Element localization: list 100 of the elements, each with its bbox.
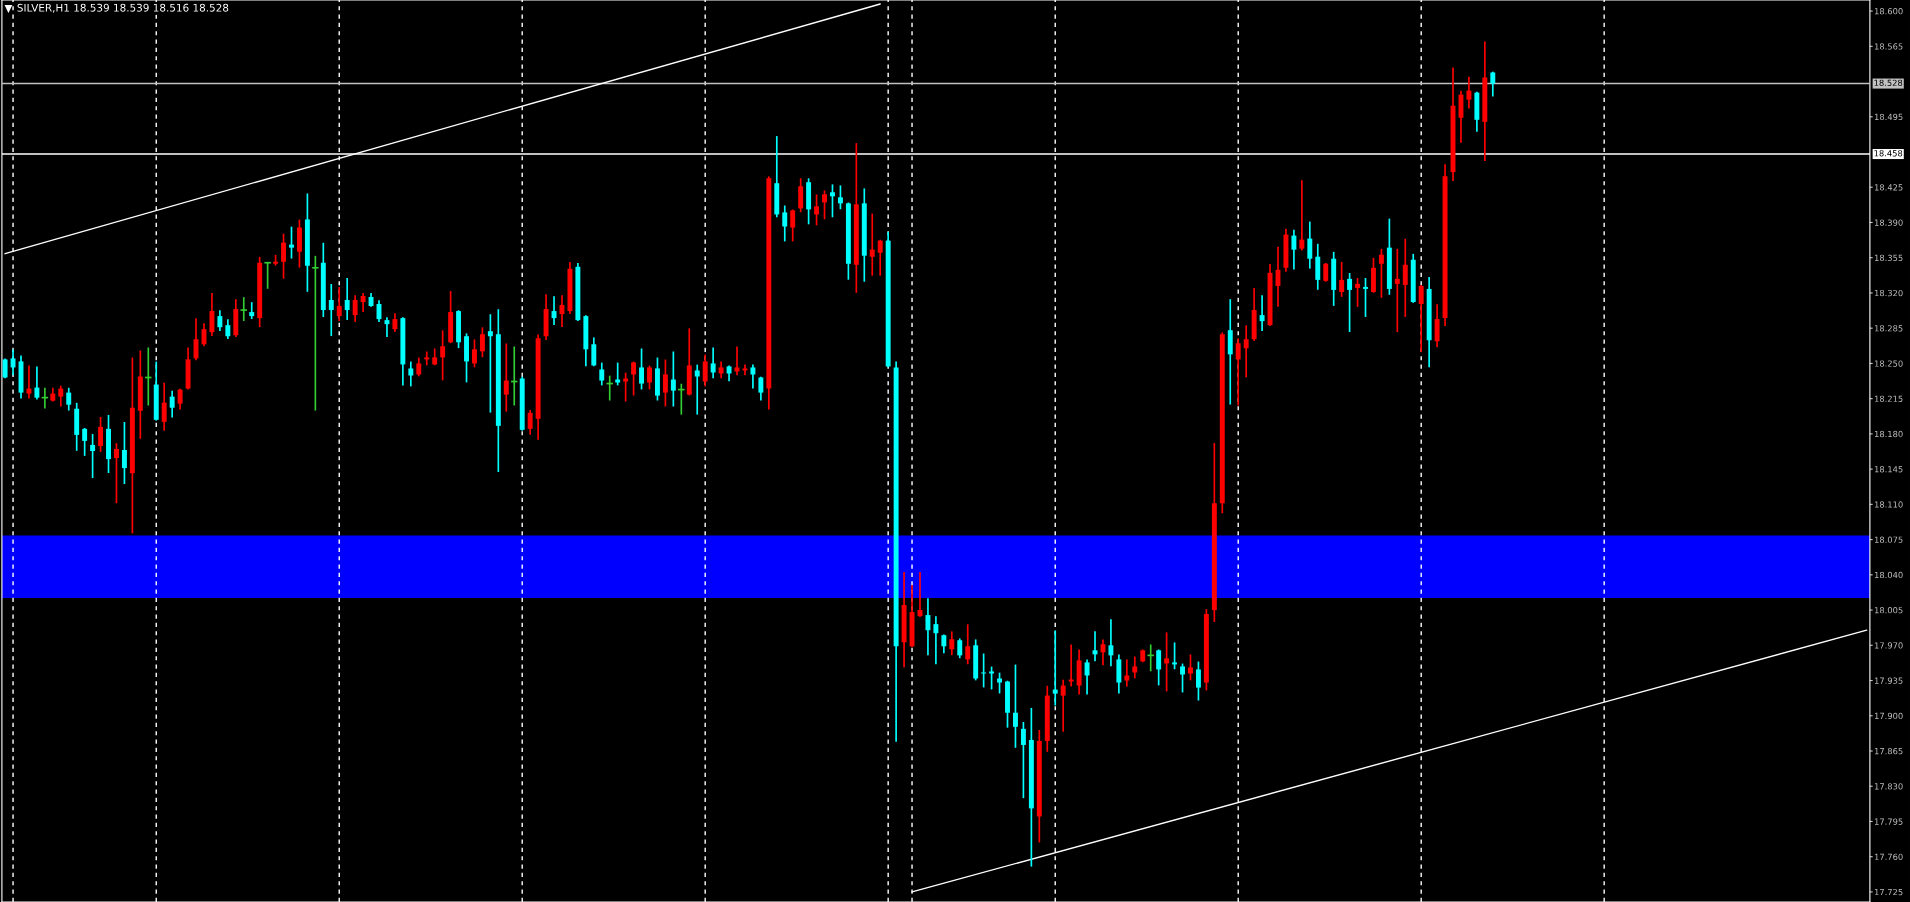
y-tick-label: 17.900 [1874, 712, 1903, 720]
candlestick [1307, 221, 1313, 269]
candlestick [169, 390, 175, 418]
y-tick-label: 18.110 [1874, 501, 1903, 508]
candlestick [527, 409, 533, 435]
candlestick [933, 616, 939, 665]
candlestick [424, 351, 430, 366]
candlestick [869, 213, 875, 276]
candlestick [58, 385, 64, 407]
candlestick [877, 239, 883, 276]
candlestick [1116, 654, 1122, 694]
candlestick [264, 261, 271, 289]
candlestick [121, 421, 127, 485]
candlestick [209, 293, 215, 337]
candlestick [1124, 659, 1130, 687]
candlestick [1012, 664, 1018, 748]
candlestick [114, 443, 119, 504]
chart-title: SILVER,H1 18.539 18.539 18.516 18.528 [17, 3, 229, 13]
y-tick-label: 18.180 [1874, 430, 1903, 438]
candlestick [26, 365, 32, 399]
candlestick [837, 185, 843, 210]
y-tick-label: 18.600 [1874, 8, 1903, 15]
candlestick [694, 364, 700, 415]
y-tick-label: 18.005 [1874, 607, 1903, 614]
candlestick [1315, 243, 1321, 290]
candlestick [1243, 325, 1249, 378]
candlestick [289, 226, 294, 259]
y-tick-label: 18.495 [1874, 113, 1903, 121]
y-tick-label: 18.390 [1874, 219, 1903, 226]
candlestick [1164, 632, 1170, 692]
candlestick [1235, 338, 1241, 406]
candlestick [1195, 661, 1201, 701]
y-tick-label: 18.040 [1874, 571, 1903, 579]
candlestick [360, 293, 366, 312]
candlestick [90, 434, 96, 479]
y-tick-label: 18.425 [1874, 184, 1903, 191]
candlestick [989, 666, 995, 690]
candlestick [328, 284, 334, 337]
candlestick [2, 358, 8, 379]
candlestick [440, 330, 446, 381]
candlestick [1363, 278, 1368, 317]
candlestick [662, 359, 668, 407]
candlestick [814, 194, 820, 226]
candlestick [1060, 679, 1066, 732]
candlestick [503, 343, 509, 412]
y-tick-label: 17.725 [1874, 888, 1903, 896]
candlestick [177, 388, 183, 410]
candlestick [66, 387, 72, 411]
candlestick [1132, 656, 1138, 679]
candlestick [1020, 721, 1026, 799]
candlestick [1466, 76, 1472, 109]
candlestick [1402, 238, 1408, 317]
candlestick [702, 354, 708, 387]
candlestick [822, 190, 827, 220]
candlestick [639, 348, 645, 390]
y-tick-label: 18.075 [1874, 536, 1903, 543]
candlestick [782, 205, 788, 242]
candlestick [98, 416, 104, 452]
candlestick [1418, 285, 1424, 353]
candlestick [479, 327, 485, 358]
candlestick [615, 362, 621, 386]
candlestick [798, 178, 804, 213]
candlestick [830, 184, 835, 218]
candlestick [758, 376, 764, 401]
candlestick [631, 361, 637, 396]
candlestick [1188, 654, 1193, 681]
candlestick [742, 364, 748, 376]
y-tick-label: 17.970 [1874, 642, 1903, 649]
y-tick-label: 18.145 [1874, 466, 1903, 473]
candlestick [925, 598, 931, 656]
candlestick [408, 361, 414, 387]
ref-line-label: 18.458 [1874, 150, 1903, 157]
y-tick-label: 17.830 [1874, 783, 1903, 790]
y-tick-label: 17.935 [1874, 677, 1903, 684]
candlestick [1490, 71, 1496, 97]
y-tick-label: 17.865 [1874, 747, 1903, 755]
candlestick [240, 297, 247, 321]
candlestick [487, 314, 493, 413]
candlestick [997, 672, 1003, 694]
candlestick [949, 631, 955, 656]
candlestick [344, 278, 350, 320]
candlestick [750, 364, 756, 389]
candlestick [472, 339, 477, 368]
y-tick-label: 18.320 [1874, 289, 1903, 297]
candlestick [1172, 642, 1178, 670]
candlestick [670, 351, 676, 407]
candlestick [1084, 659, 1090, 695]
candlestick [710, 347, 716, 379]
candlestick [352, 295, 358, 322]
candlestick [1291, 229, 1297, 270]
candlestick [1355, 278, 1361, 307]
candlestick [1394, 248, 1400, 333]
candlestick [647, 365, 652, 390]
candlestick [790, 209, 796, 242]
candlestick [1156, 649, 1162, 686]
candlestick [336, 287, 342, 321]
candlestick [1378, 248, 1384, 298]
candlestick [957, 638, 963, 659]
ref-line-label: 18.528 [1874, 79, 1903, 86]
candlestick [217, 310, 223, 332]
